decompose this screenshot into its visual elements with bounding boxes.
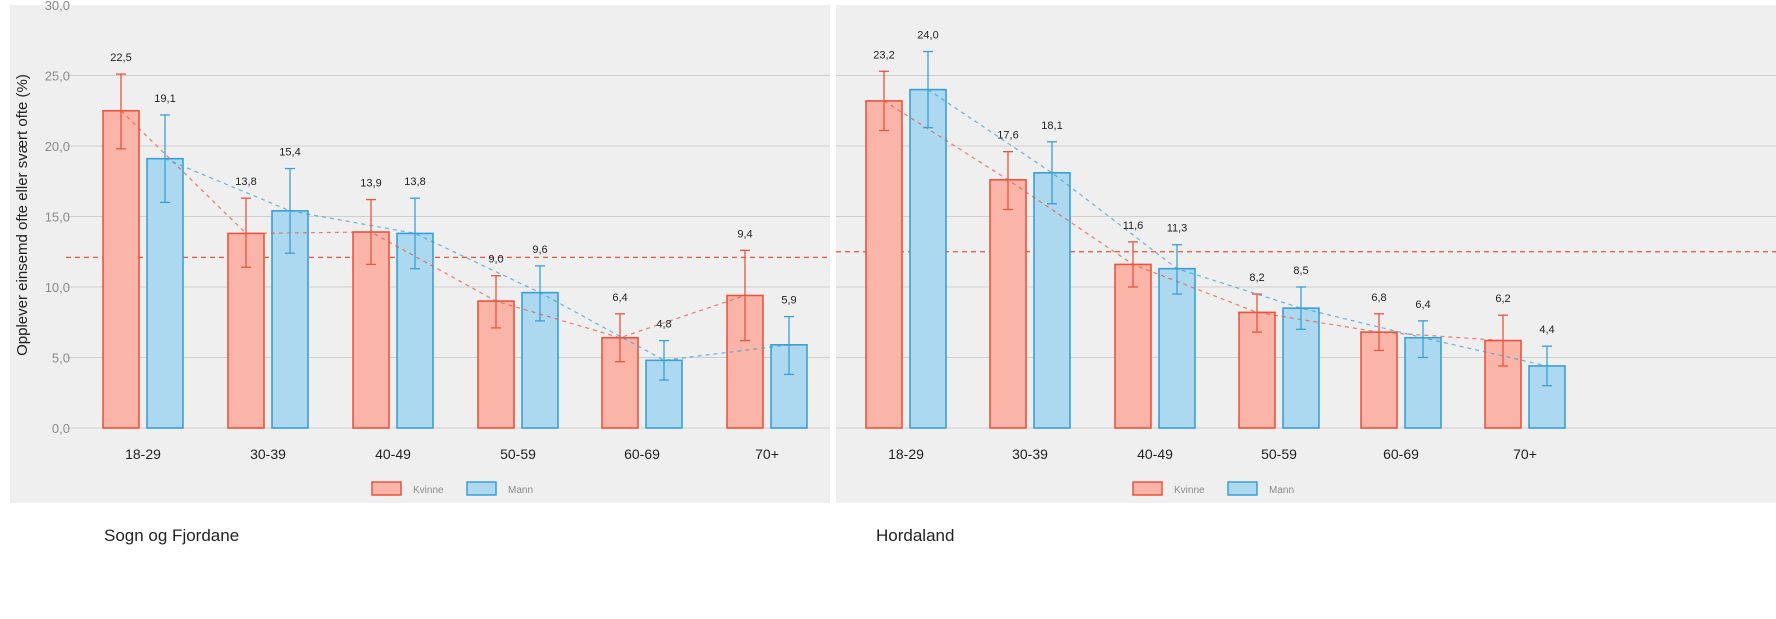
- y-axis-title: Opplever einsemd ofte eller svært ofte (…: [14, 74, 31, 356]
- x-tick-label: 40-49: [1137, 446, 1173, 462]
- trend-line-kvinne: [120, 110, 746, 339]
- data-label: 6,8: [1371, 292, 1386, 304]
- y-tick-label: 30,0: [45, 0, 70, 13]
- data-label: 23,2: [873, 49, 894, 61]
- data-label: 6,4: [612, 292, 627, 304]
- legend-label-mann: Mann: [508, 485, 533, 496]
- legend-swatch-kvinne: [1132, 481, 1163, 496]
- legend-swatch-mann: [466, 481, 497, 496]
- y-tick-label: 10,0: [45, 280, 70, 295]
- data-label: 8,2: [1249, 272, 1264, 284]
- data-label: 24,0: [917, 30, 938, 42]
- data-label: 11,3: [1167, 223, 1188, 235]
- data-label: 19,1: [154, 93, 175, 105]
- bar-kvinne-30-39: [989, 179, 1027, 429]
- legend-swatch-kvinne: [371, 481, 402, 496]
- data-label: 6,4: [1415, 299, 1430, 311]
- bar-mann-30-39: [1033, 171, 1071, 429]
- legend-label-kvinne: Kvinne: [413, 485, 444, 496]
- data-label: 9,4: [737, 228, 752, 240]
- legend-swatch-mann: [1227, 481, 1258, 496]
- data-label: 6,2: [1495, 293, 1510, 305]
- data-label: 13,8: [235, 176, 256, 188]
- data-label: 4,4: [1539, 324, 1554, 336]
- data-label: 17,6: [997, 130, 1018, 142]
- caption-sogn-og-fjordane: Sogn og Fjordane: [104, 526, 240, 545]
- x-tick-label: 30-39: [250, 446, 286, 462]
- data-label: 18,1: [1041, 120, 1062, 132]
- legend-label-kvinne: Kvinne: [1174, 485, 1205, 496]
- data-label: 9,6: [532, 244, 547, 256]
- y-tick-label: 5,0: [52, 351, 70, 366]
- legend-label-mann: Mann: [1269, 485, 1294, 496]
- y-tick-label: 0,0: [52, 421, 70, 436]
- data-label: 5,9: [781, 295, 796, 307]
- trend-line-mann: [927, 89, 1548, 367]
- y-tick-label: 20,0: [45, 139, 70, 154]
- y-tick-label: 15,0: [45, 210, 70, 225]
- x-tick-label: 50-59: [1261, 446, 1297, 462]
- data-label: 22,5: [110, 52, 131, 64]
- x-tick-label: 18-29: [888, 446, 924, 462]
- x-tick-label: 60-69: [1383, 446, 1419, 462]
- x-tick-label: 18-29: [125, 446, 161, 462]
- caption-hordaland: Hordaland: [876, 526, 955, 545]
- x-tick-label: 30-39: [1012, 446, 1048, 462]
- bar-kvinne-40-49: [1114, 263, 1152, 429]
- bar-kvinne-18-29: [102, 109, 140, 429]
- data-label: 9,0: [488, 254, 503, 266]
- x-tick-label: 70+: [755, 446, 779, 462]
- bar-mann-18-29: [909, 88, 947, 429]
- trend-line-mann: [164, 158, 790, 361]
- bar-mann-18-29: [146, 157, 184, 429]
- y-tick-label: 25,0: [45, 69, 70, 84]
- data-label: 15,4: [279, 147, 300, 159]
- x-tick-label: 60-69: [624, 446, 660, 462]
- trend-line-kvinne: [883, 100, 1504, 342]
- x-tick-label: 40-49: [375, 446, 411, 462]
- data-label: 11,6: [1123, 220, 1144, 232]
- data-label: 8,5: [1293, 265, 1308, 277]
- data-label: 4,8: [656, 319, 671, 331]
- x-tick-label: 70+: [1513, 446, 1537, 462]
- data-label: 13,8: [404, 176, 425, 188]
- bar-kvinne-18-29: [865, 100, 903, 429]
- data-label: 13,9: [360, 178, 381, 190]
- x-tick-label: 50-59: [500, 446, 536, 462]
